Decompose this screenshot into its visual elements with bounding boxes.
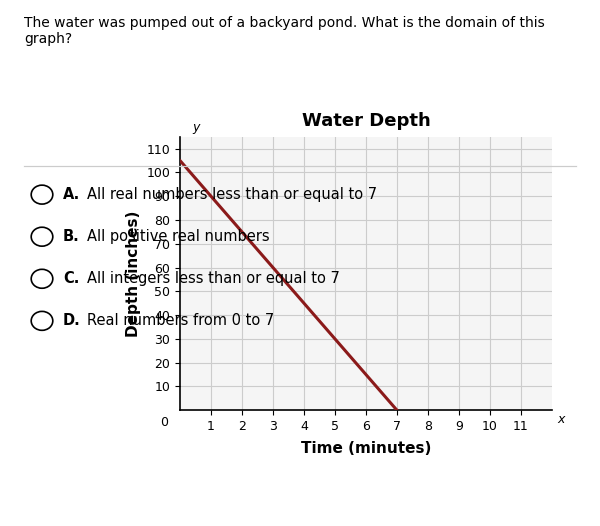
Text: The water was pumped out of a backyard pond. What is the domain of this
graph?: The water was pumped out of a backyard p… xyxy=(24,16,545,46)
X-axis label: Time (minutes): Time (minutes) xyxy=(301,441,431,457)
Text: All real numbers less than or equal to 7: All real numbers less than or equal to 7 xyxy=(87,187,377,202)
Text: Real numbers from 0 to 7: Real numbers from 0 to 7 xyxy=(87,313,274,328)
Title: Water Depth: Water Depth xyxy=(302,112,430,129)
Text: All positive real numbers: All positive real numbers xyxy=(87,229,269,244)
Y-axis label: Depth (inches): Depth (inches) xyxy=(126,210,141,337)
Text: x: x xyxy=(557,413,565,426)
Text: C.: C. xyxy=(63,271,79,286)
Text: A.: A. xyxy=(63,187,80,202)
Text: y: y xyxy=(192,122,199,134)
Text: B.: B. xyxy=(63,229,80,244)
Text: 0: 0 xyxy=(161,416,169,429)
Text: D.: D. xyxy=(63,313,81,328)
Text: All integers less than or equal to 7: All integers less than or equal to 7 xyxy=(87,271,340,286)
